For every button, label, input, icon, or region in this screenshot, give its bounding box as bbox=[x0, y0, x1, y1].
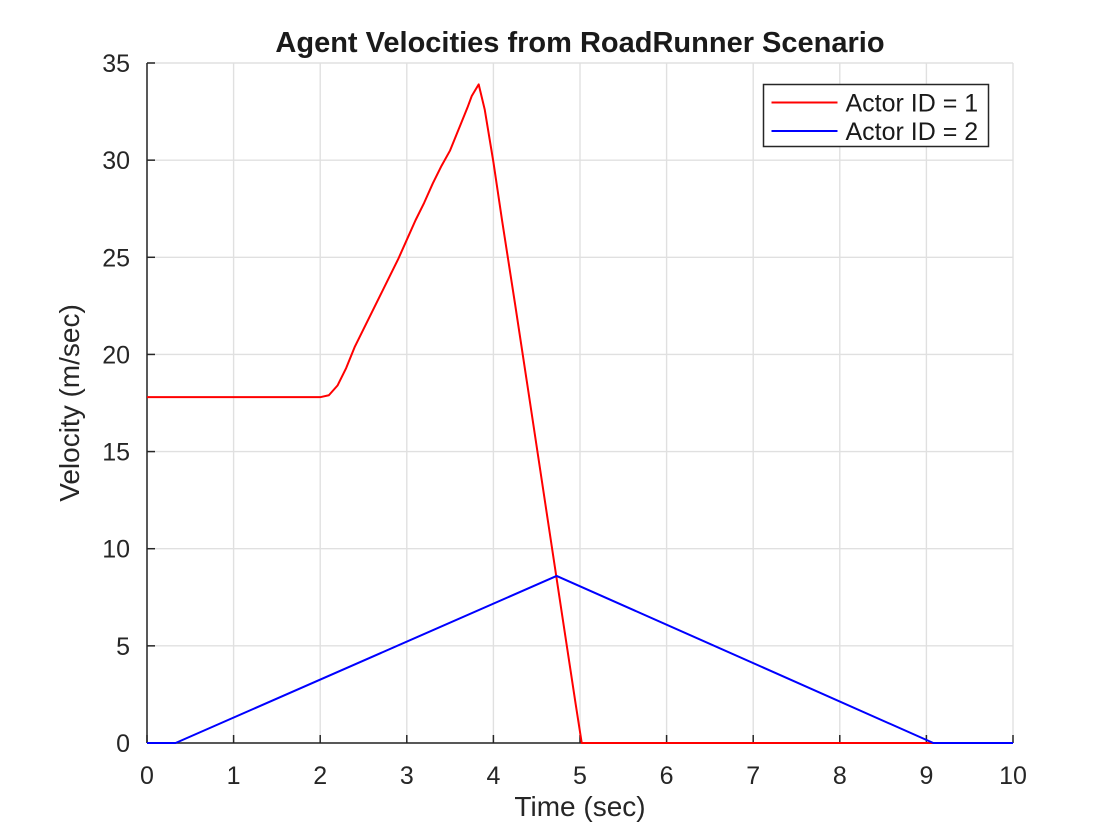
legend-item-label-1: Actor ID = 1 bbox=[846, 90, 979, 118]
x-axis-label: Time (sec) bbox=[514, 791, 645, 822]
y-tick-label: 25 bbox=[102, 244, 130, 272]
x-tick-label: 9 bbox=[919, 762, 933, 790]
y-tick-label: 20 bbox=[102, 341, 130, 369]
x-tick-label: 6 bbox=[660, 762, 674, 790]
x-tick-label: 2 bbox=[313, 762, 327, 790]
legend-item-label-2: Actor ID = 2 bbox=[846, 118, 979, 146]
grid-lines bbox=[146, 62, 1014, 744]
y-tick-label: 30 bbox=[102, 147, 130, 175]
x-tick-label: 7 bbox=[746, 762, 760, 790]
tick-labels: 0 1 2 3 4 5 6 7 8 9 10 0 5 10 15 20 25 30 35 bbox=[102, 50, 1027, 790]
x-tick-label: 0 bbox=[140, 762, 154, 790]
y-tick-label: 5 bbox=[116, 633, 130, 661]
y-tick-label: 10 bbox=[102, 536, 130, 564]
y-axis-label: Velocity (m/sec) bbox=[54, 304, 85, 502]
series-line-1 bbox=[147, 83, 1013, 744]
data-series bbox=[147, 83, 1013, 744]
y-tick-label: 15 bbox=[102, 439, 130, 467]
y-tick-label: 35 bbox=[102, 50, 130, 78]
legend-box bbox=[762, 83, 990, 148]
series-line-2 bbox=[147, 574, 1013, 744]
x-tick-label: 10 bbox=[999, 762, 1027, 790]
x-tick-label: 1 bbox=[227, 762, 241, 790]
y-tick-label: 0 bbox=[116, 730, 130, 758]
x-tick-label: 4 bbox=[486, 762, 500, 790]
x-tick-label: 5 bbox=[573, 762, 587, 790]
x-tick-label: 3 bbox=[400, 762, 414, 790]
chart-title: Agent Velocities from RoadRunner Scenari… bbox=[275, 27, 884, 59]
x-tick-label: 8 bbox=[833, 762, 847, 790]
